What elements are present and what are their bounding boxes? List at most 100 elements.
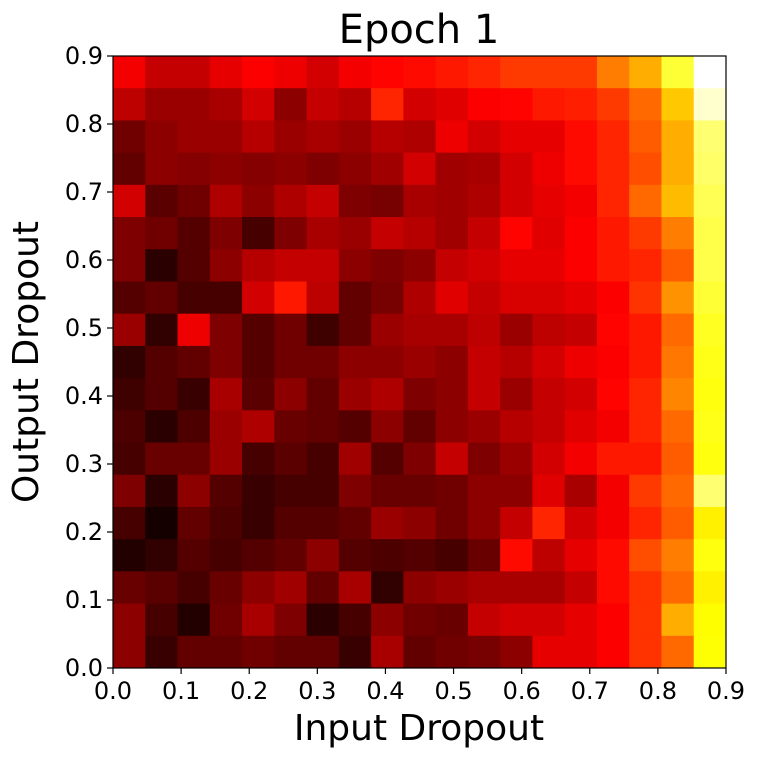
heatmap-cell [467,152,501,186]
heatmap-cell [338,313,372,347]
heatmap-cell [242,249,275,282]
heatmap-cell [564,56,598,89]
heatmap-cell [693,313,727,347]
heatmap-cell [629,635,662,669]
heatmap-cell [209,56,243,89]
heatmap-cell [371,56,404,89]
heatmap-cell [274,635,308,669]
heatmap-cell [403,571,437,605]
heatmap-cell [596,120,630,154]
heatmap-cell [242,56,275,89]
heatmap-cell [467,120,501,154]
heatmap-cell [435,571,469,605]
heatmap-cell [435,539,469,572]
heatmap-cell [177,120,211,154]
heatmap-cell [693,249,727,282]
heatmap-cell [306,442,340,476]
heatmap-cell [113,184,146,218]
heatmap-cell [274,56,308,89]
heatmap-cell [274,249,308,282]
heatmap-cell [177,506,211,540]
heatmap-cell [435,281,469,315]
heatmap-cell [113,539,146,572]
heatmap-cell [242,635,275,669]
heatmap-cell [338,249,372,282]
heatmap-cell [500,442,533,476]
heatmap-cell [564,152,598,186]
heatmap-cell [209,184,243,218]
y-tick-label: 0.0 [65,654,103,682]
heatmap-cell [629,184,662,218]
heatmap-cell [371,184,404,218]
heatmap-cell [500,56,533,89]
heatmap-cell [564,539,598,572]
heatmap-cell [338,152,372,186]
heatmap-cell [209,442,243,476]
heatmap-cell [274,506,308,540]
heatmap-cell [145,345,179,379]
heatmap-cell [467,603,501,637]
heatmap-cell [467,506,501,540]
heatmap-cell [403,56,437,89]
heatmap-cell [209,120,243,154]
heatmap-cell [177,152,211,186]
heatmap-cell [500,88,533,121]
heatmap-cell [467,539,501,572]
heatmap-cell [500,345,533,379]
heatmap-cell [500,152,533,186]
heatmap-cell [242,410,275,444]
heatmap-cell [596,378,630,411]
heatmap-cell [564,603,598,637]
heatmap-cell [661,442,695,476]
heatmap-cell [113,571,146,605]
heatmap-cell [435,378,469,411]
heatmap-cell [371,88,404,121]
heatmap-cell [693,88,727,121]
heatmap-cell [242,217,275,250]
heatmap-cell [274,152,308,186]
heatmap-cell [338,410,372,444]
heatmap-cell [113,120,146,154]
x-tick-label: 0.7 [571,677,609,705]
heatmap-cell [629,506,662,540]
heatmap-cell [371,571,404,605]
heatmap-cell [564,345,598,379]
heatmap-cell [371,442,404,476]
heatmap-cell [500,249,533,282]
heatmap-cell [629,120,662,154]
x-tick-label: 0.3 [298,677,336,705]
heatmap-cell [306,249,340,282]
heatmap-cell [274,88,308,121]
heatmap-cell [500,603,533,637]
heatmap-cell [629,378,662,411]
heatmap-cell [596,474,630,508]
x-tick-label: 0.1 [162,677,200,705]
heatmap-cell [693,474,727,508]
heatmap-cell [403,152,437,186]
heatmap-cell [338,474,372,508]
heatmap-cell [306,635,340,669]
heatmap-cell [338,281,372,315]
heatmap-cell [371,152,404,186]
heatmap-cell [145,88,179,121]
heatmap-cell [661,603,695,637]
heatmap-cell [661,281,695,315]
heatmap-cell [435,635,469,669]
heatmap-cell [145,120,179,154]
heatmap-cell [371,120,404,154]
heatmap-cell [338,635,372,669]
heatmap-cell [661,217,695,250]
heatmap-cell [209,217,243,250]
heatmap-cell [274,345,308,379]
heatmap-cell [274,313,308,347]
heatmap-cell [177,184,211,218]
heatmap-cell [209,313,243,347]
heatmap-cell [403,506,437,540]
heatmap-cell [306,56,340,89]
x-tick-label: 0.2 [230,677,268,705]
heatmap-cell [209,571,243,605]
heatmap-cell [274,571,308,605]
heatmap-cell [693,571,727,605]
heatmap-cell [661,56,695,89]
